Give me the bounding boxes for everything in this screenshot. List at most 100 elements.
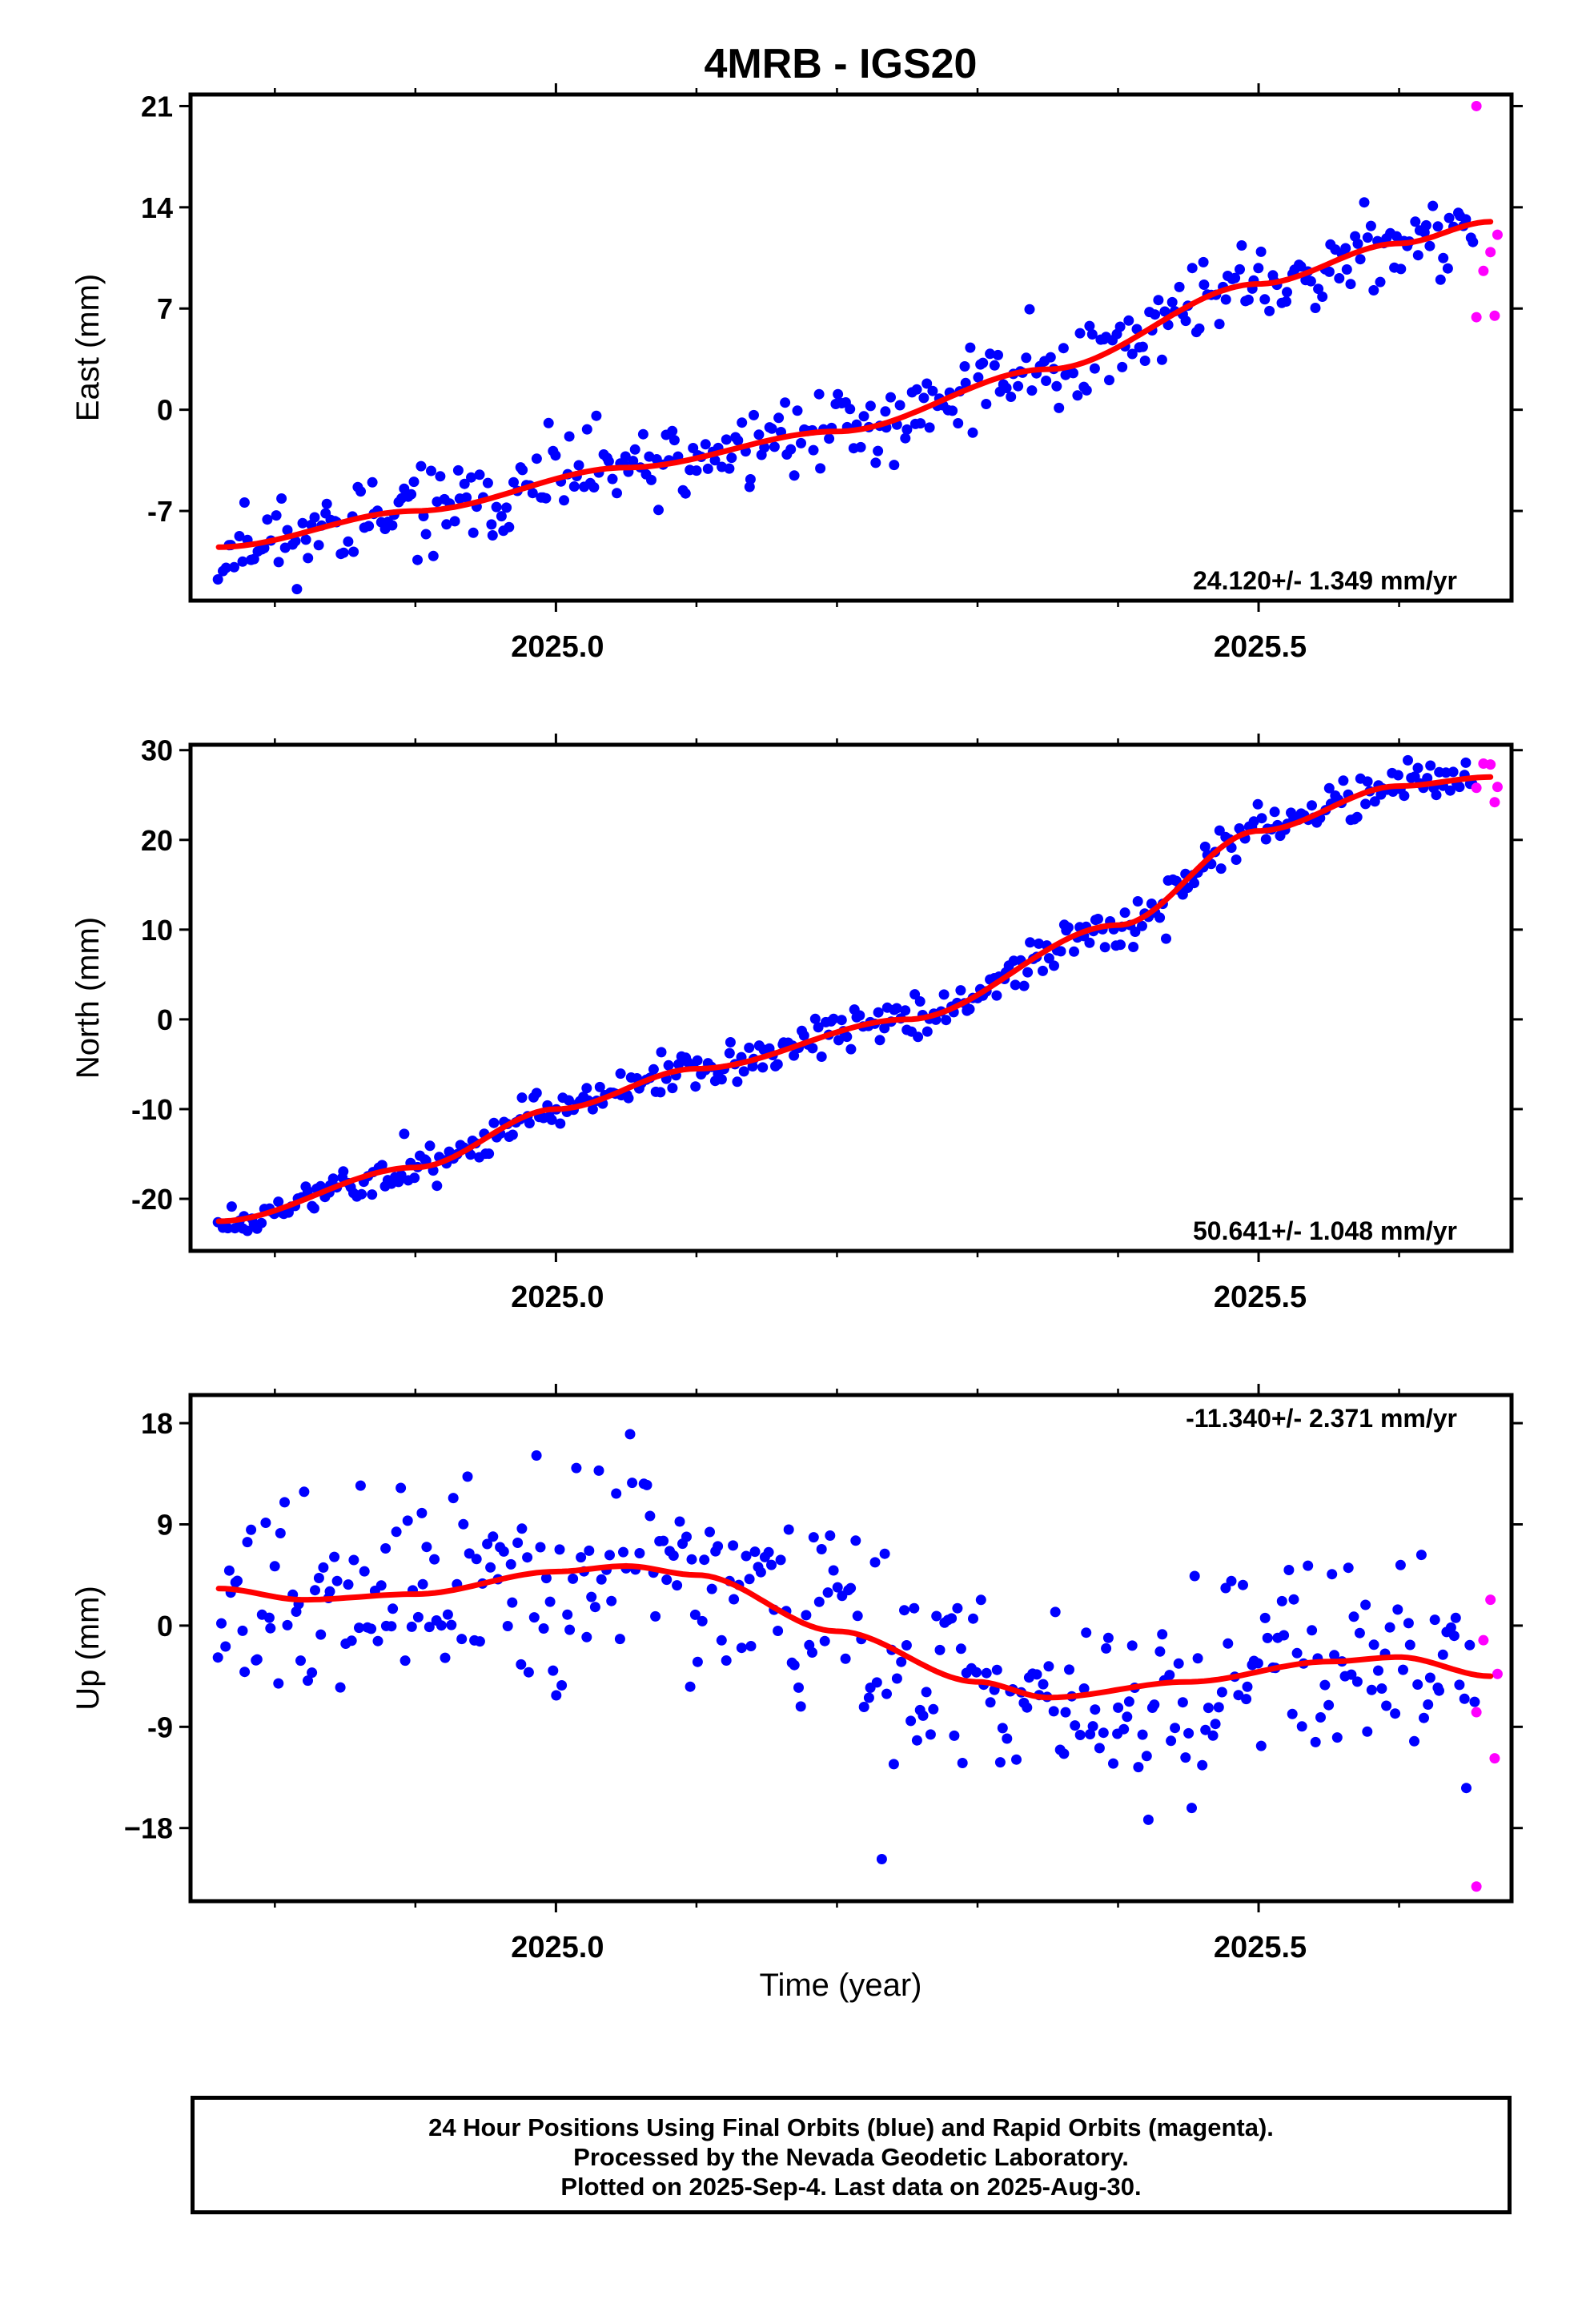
data-point-final xyxy=(237,1625,248,1636)
data-point-final xyxy=(546,1114,557,1125)
data-point-final xyxy=(1133,1762,1144,1773)
data-point-final xyxy=(554,1544,565,1555)
data-point-final xyxy=(909,1602,920,1614)
data-point-final xyxy=(1319,1679,1331,1691)
data-point-final xyxy=(925,1729,936,1740)
data-point-final xyxy=(1291,1647,1303,1659)
data-point-final xyxy=(690,1081,701,1092)
data-point-final xyxy=(1279,1630,1290,1641)
data-point-final xyxy=(863,1692,874,1703)
data-point-final xyxy=(1468,236,1479,247)
data-point-final xyxy=(471,1554,482,1565)
plot-area xyxy=(212,754,1503,1236)
data-point-final xyxy=(858,411,869,422)
data-point-final xyxy=(1259,294,1271,305)
data-point-final xyxy=(459,478,470,489)
data-point-final xyxy=(1031,1669,1042,1680)
data-point-final xyxy=(1264,305,1275,316)
data-point-final xyxy=(957,1758,968,1768)
data-point-final xyxy=(667,425,678,436)
data-point-final xyxy=(941,1015,952,1026)
data-point-final xyxy=(1166,1735,1177,1747)
data-point-final xyxy=(1395,1559,1406,1570)
data-point-final xyxy=(603,456,614,467)
data-point-final xyxy=(699,1554,710,1566)
data-point-final xyxy=(991,990,1002,1001)
data-point-final xyxy=(449,516,460,527)
data-point-final xyxy=(1123,315,1134,326)
data-point-final xyxy=(417,1578,428,1590)
data-point-final xyxy=(1197,1759,1208,1771)
data-point-final xyxy=(655,1087,666,1098)
data-point-final xyxy=(1128,942,1139,952)
data-point-final xyxy=(343,536,354,547)
plot-frame xyxy=(188,742,1514,1253)
data-point-final xyxy=(596,1574,607,1585)
data-point-final xyxy=(1327,1569,1338,1580)
data-point-final xyxy=(1368,1639,1379,1651)
data-point-final xyxy=(429,1554,440,1565)
data-point-final xyxy=(1412,1679,1423,1690)
y-tick-label: -20 xyxy=(131,1183,173,1216)
data-point-final xyxy=(380,1543,391,1554)
data-point-final xyxy=(1183,1727,1195,1739)
data-point-final xyxy=(900,1005,911,1016)
data-point-final xyxy=(594,1081,605,1092)
data-point-final xyxy=(672,1580,683,1591)
data-point-final xyxy=(399,1128,410,1140)
data-point-final xyxy=(432,1180,443,1192)
data-point-final xyxy=(997,1723,1008,1734)
data-point-final xyxy=(1447,766,1459,778)
data-point-final xyxy=(588,482,600,493)
data-point-final xyxy=(716,1634,727,1646)
data-point-final xyxy=(1189,878,1199,889)
data-point-final xyxy=(1099,942,1110,953)
data-point-final xyxy=(669,435,680,446)
data-point-final xyxy=(680,488,691,499)
data-point-final xyxy=(1043,1661,1054,1672)
data-point-final xyxy=(331,1575,343,1586)
data-point-final xyxy=(496,511,507,522)
data-point-final xyxy=(1170,1723,1181,1734)
plot-area xyxy=(212,100,1503,595)
data-point-final xyxy=(967,427,978,438)
data-point-final xyxy=(716,1074,727,1085)
data-point-final xyxy=(1064,1664,1074,1675)
data-point-final xyxy=(1058,343,1069,354)
data-point-final xyxy=(905,1715,917,1727)
data-point-final xyxy=(1090,1704,1101,1715)
data-point-final xyxy=(391,1526,402,1538)
data-point-final xyxy=(587,1104,598,1115)
data-point-final xyxy=(1429,1614,1440,1626)
data-point-final xyxy=(412,1611,424,1622)
data-point-final xyxy=(1081,384,1092,396)
data-point-final xyxy=(733,435,744,446)
data-point-final xyxy=(505,1558,516,1570)
data-point-final xyxy=(402,1515,413,1526)
data-point-final xyxy=(796,437,806,448)
data-point-final xyxy=(302,1185,313,1196)
data-point-final xyxy=(1207,1730,1219,1741)
data-point-final xyxy=(406,489,417,500)
data-point-final xyxy=(1359,197,1370,208)
data-point-final xyxy=(1199,279,1210,290)
data-point-final xyxy=(921,1687,932,1698)
data-point-final xyxy=(324,1586,335,1597)
data-point-final xyxy=(858,1702,869,1712)
panel-up: −18 -9 0 9 18 2025.0 2025.5 Up (mm) -11.340+/- 2… xyxy=(70,1384,1523,1964)
data-point-final xyxy=(562,1609,573,1620)
data-point-final xyxy=(531,1450,542,1461)
data-point-final xyxy=(789,1659,800,1671)
data-point-final xyxy=(611,1488,622,1499)
data-point-final xyxy=(874,1035,885,1046)
data-point-final xyxy=(568,1573,579,1584)
data-point-final xyxy=(879,1548,890,1559)
data-point-final xyxy=(1341,264,1352,275)
data-point-final xyxy=(586,1591,597,1602)
data-point-final xyxy=(1437,1649,1448,1660)
data-point-final xyxy=(313,540,324,551)
data-point-final xyxy=(1419,1712,1429,1723)
data-point-final xyxy=(348,1554,359,1566)
data-point-final xyxy=(1373,1665,1383,1676)
data-point-final xyxy=(620,451,631,462)
